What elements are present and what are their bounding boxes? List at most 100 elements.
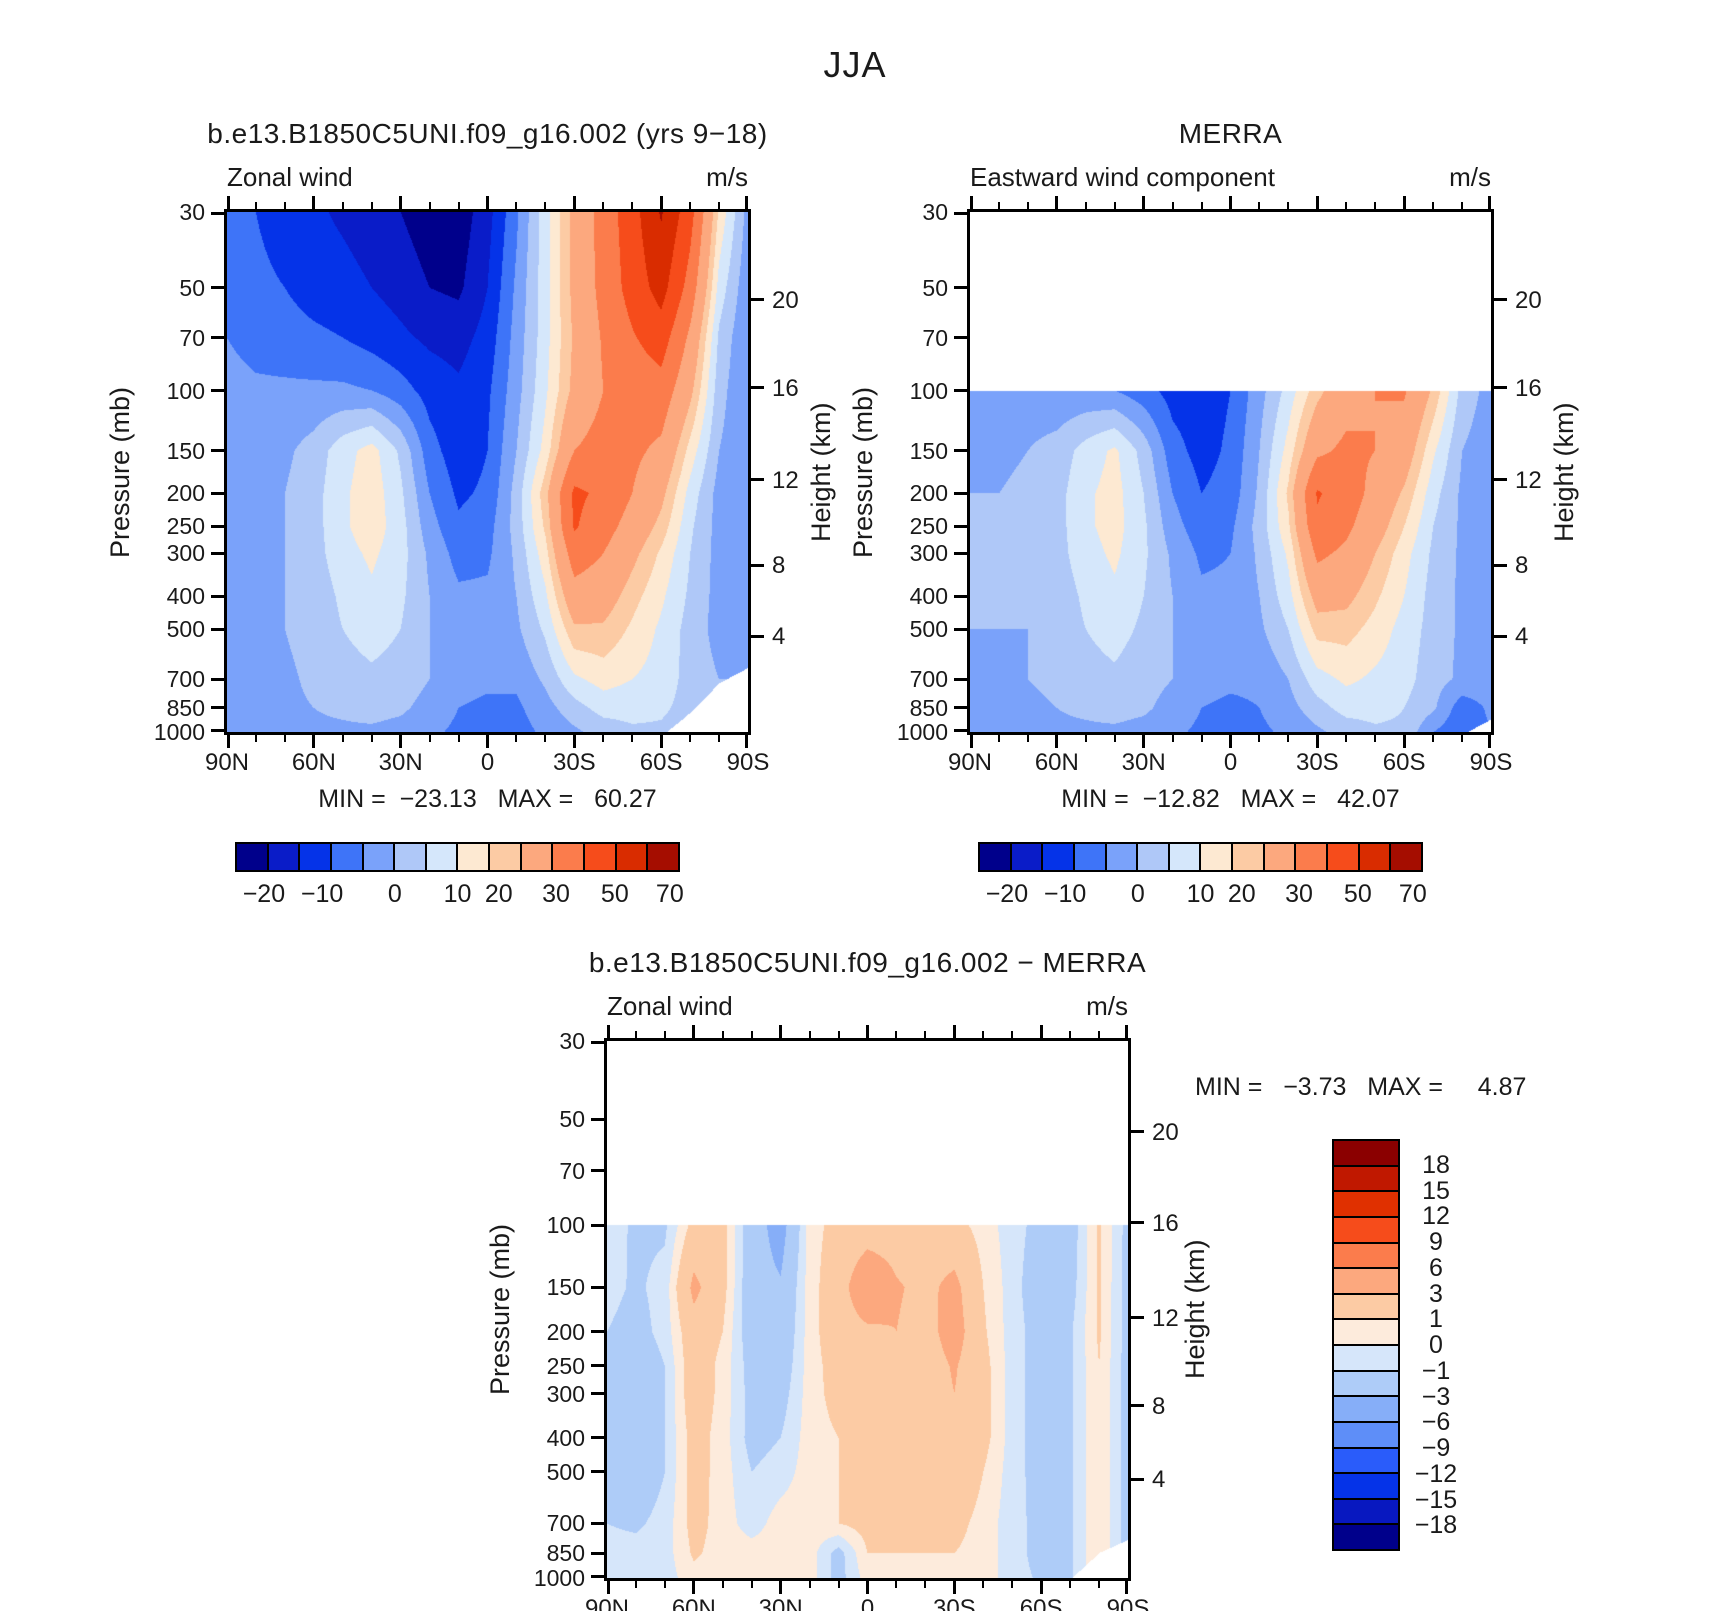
x-axis-tick (866, 1025, 869, 1038)
colorbar-cell (1262, 842, 1297, 872)
pressure-tick (211, 336, 224, 340)
colorbar-cell (1332, 1292, 1400, 1321)
x-axis-tick (1258, 202, 1261, 209)
pressure-tick-label: 150 (909, 437, 948, 464)
height-tick (751, 386, 764, 390)
x-axis-tick (1315, 196, 1319, 209)
pressure-tick (954, 706, 967, 710)
pressure-tick (591, 1117, 604, 1121)
colorbar-cell (1332, 1446, 1400, 1475)
x-axis-tick (283, 202, 286, 209)
colorbar-cell (266, 842, 301, 872)
colorbar-cell (424, 842, 459, 872)
x-axis-tick (1142, 196, 1146, 209)
x-axis-tick (663, 1581, 666, 1588)
x-tick-label: 30S (1295, 749, 1339, 776)
colorbar-cell (1332, 1395, 1400, 1423)
colorbar-tick-label: 9 (1429, 1228, 1443, 1256)
pressure-tick-label: 250 (546, 1352, 585, 1379)
x-tick-label: 60N (1034, 749, 1079, 776)
merra-units-label: m/s (1449, 162, 1491, 192)
pressure-tick (591, 1521, 604, 1525)
pressure-tick (211, 524, 224, 528)
x-axis-tick (607, 1025, 610, 1038)
x-axis-tick (1125, 1581, 1128, 1594)
x-axis-tick (1200, 735, 1203, 742)
height-tick (1131, 1316, 1144, 1320)
x-axis-tick (1113, 202, 1116, 209)
pressure-tick (954, 729, 967, 732)
model-contour-canvas (227, 212, 748, 732)
x-axis-tick (1229, 196, 1232, 209)
height-tick (1494, 478, 1507, 482)
height-tick-label: 8 (1515, 552, 1529, 580)
pressure-tick (954, 524, 967, 528)
colorbar-tick-label: −18 (1414, 1511, 1458, 1540)
height-tick-label: 16 (1152, 1209, 1179, 1237)
x-tick-label: 90S (1469, 749, 1513, 776)
x-tick-label: 30N (1121, 749, 1166, 776)
x-tick-label: 30S (932, 1595, 976, 1611)
colorbar-tick-label: 20 (484, 880, 513, 908)
height-tick (1494, 298, 1507, 302)
pressure-tick (211, 491, 224, 495)
height-tick-label: 12 (772, 466, 799, 494)
height-tick-label: 4 (1152, 1466, 1166, 1494)
x-axis-tick (227, 735, 230, 748)
diff-plot-area: b.e13.B1850C5UNI.f09_g16.002 − MERRA Zon… (485, 947, 1526, 1611)
pressure-tick-label: 150 (546, 1274, 585, 1301)
x-axis-tick (952, 1581, 956, 1594)
pressure-tick (211, 286, 224, 290)
pressure-tick (954, 336, 967, 340)
x-axis-tick (1026, 202, 1029, 209)
colorbar-tick-label: 0 (387, 880, 402, 908)
x-tick-label: 60S (1382, 749, 1426, 776)
pressure-tick (211, 729, 224, 732)
pressure-tick (591, 1364, 604, 1368)
x-axis-tick (1374, 735, 1377, 742)
x-axis-tick (1258, 735, 1261, 742)
colorbar-cell (1009, 842, 1044, 872)
pressure-tick-label: 150 (166, 437, 205, 464)
colorbar-tick-label: 6 (1429, 1253, 1443, 1282)
x-tick-label: 90N (204, 749, 250, 776)
pressure-tick-label: 50 (559, 1106, 585, 1133)
pressure-tick-label: 850 (546, 1540, 585, 1567)
pressure-tick (591, 1575, 604, 1578)
colorbar-tick-label: 10 (443, 880, 472, 908)
x-axis-tick (1125, 1025, 1128, 1038)
pressure-tick (954, 594, 967, 598)
x-axis-tick (227, 196, 230, 209)
x-axis-tick (750, 1031, 753, 1038)
pressure-tick-label: 700 (909, 666, 948, 693)
height-tick-label: 12 (1515, 466, 1542, 494)
x-axis-tick (572, 735, 576, 748)
x-tick-label: 30N (758, 1595, 803, 1611)
model-plot-area: b.e13.B1850C5UNI.f09_g16.002 (yrs 9−18) … (105, 118, 836, 908)
colorbar-tick-label: −3 (1421, 1382, 1451, 1411)
colorbar-tick-label: 12 (1422, 1202, 1450, 1231)
height-tick-label: 20 (772, 286, 799, 314)
pressure-tick (954, 677, 967, 681)
pressure-tick-label: 200 (166, 480, 205, 507)
x-axis-tick (659, 735, 663, 748)
x-axis-tick (924, 1581, 927, 1588)
x-tick-label: 60S (1019, 1595, 1063, 1611)
x-axis-tick (779, 1581, 783, 1594)
x-axis-tick (631, 735, 634, 742)
colorbar-cell (1199, 842, 1234, 872)
merra-title: MERRA (1178, 118, 1283, 149)
x-axis-tick (1098, 1581, 1101, 1588)
x-tick-label: 90N (584, 1595, 630, 1611)
x-tick-label: 0 (860, 1595, 875, 1611)
colorbar-tick-label: −12 (1414, 1459, 1458, 1488)
pressure-tick (954, 491, 967, 495)
colorbar-cell (551, 842, 586, 872)
pressure-tick-label: 300 (909, 540, 948, 567)
pressure-tick-label: 250 (909, 513, 948, 540)
x-axis-tick (341, 202, 344, 209)
x-axis-tick (486, 735, 489, 748)
x-tick-label: 30N (378, 749, 423, 776)
x-axis-tick (1200, 202, 1203, 209)
pressure-tick (211, 706, 224, 710)
